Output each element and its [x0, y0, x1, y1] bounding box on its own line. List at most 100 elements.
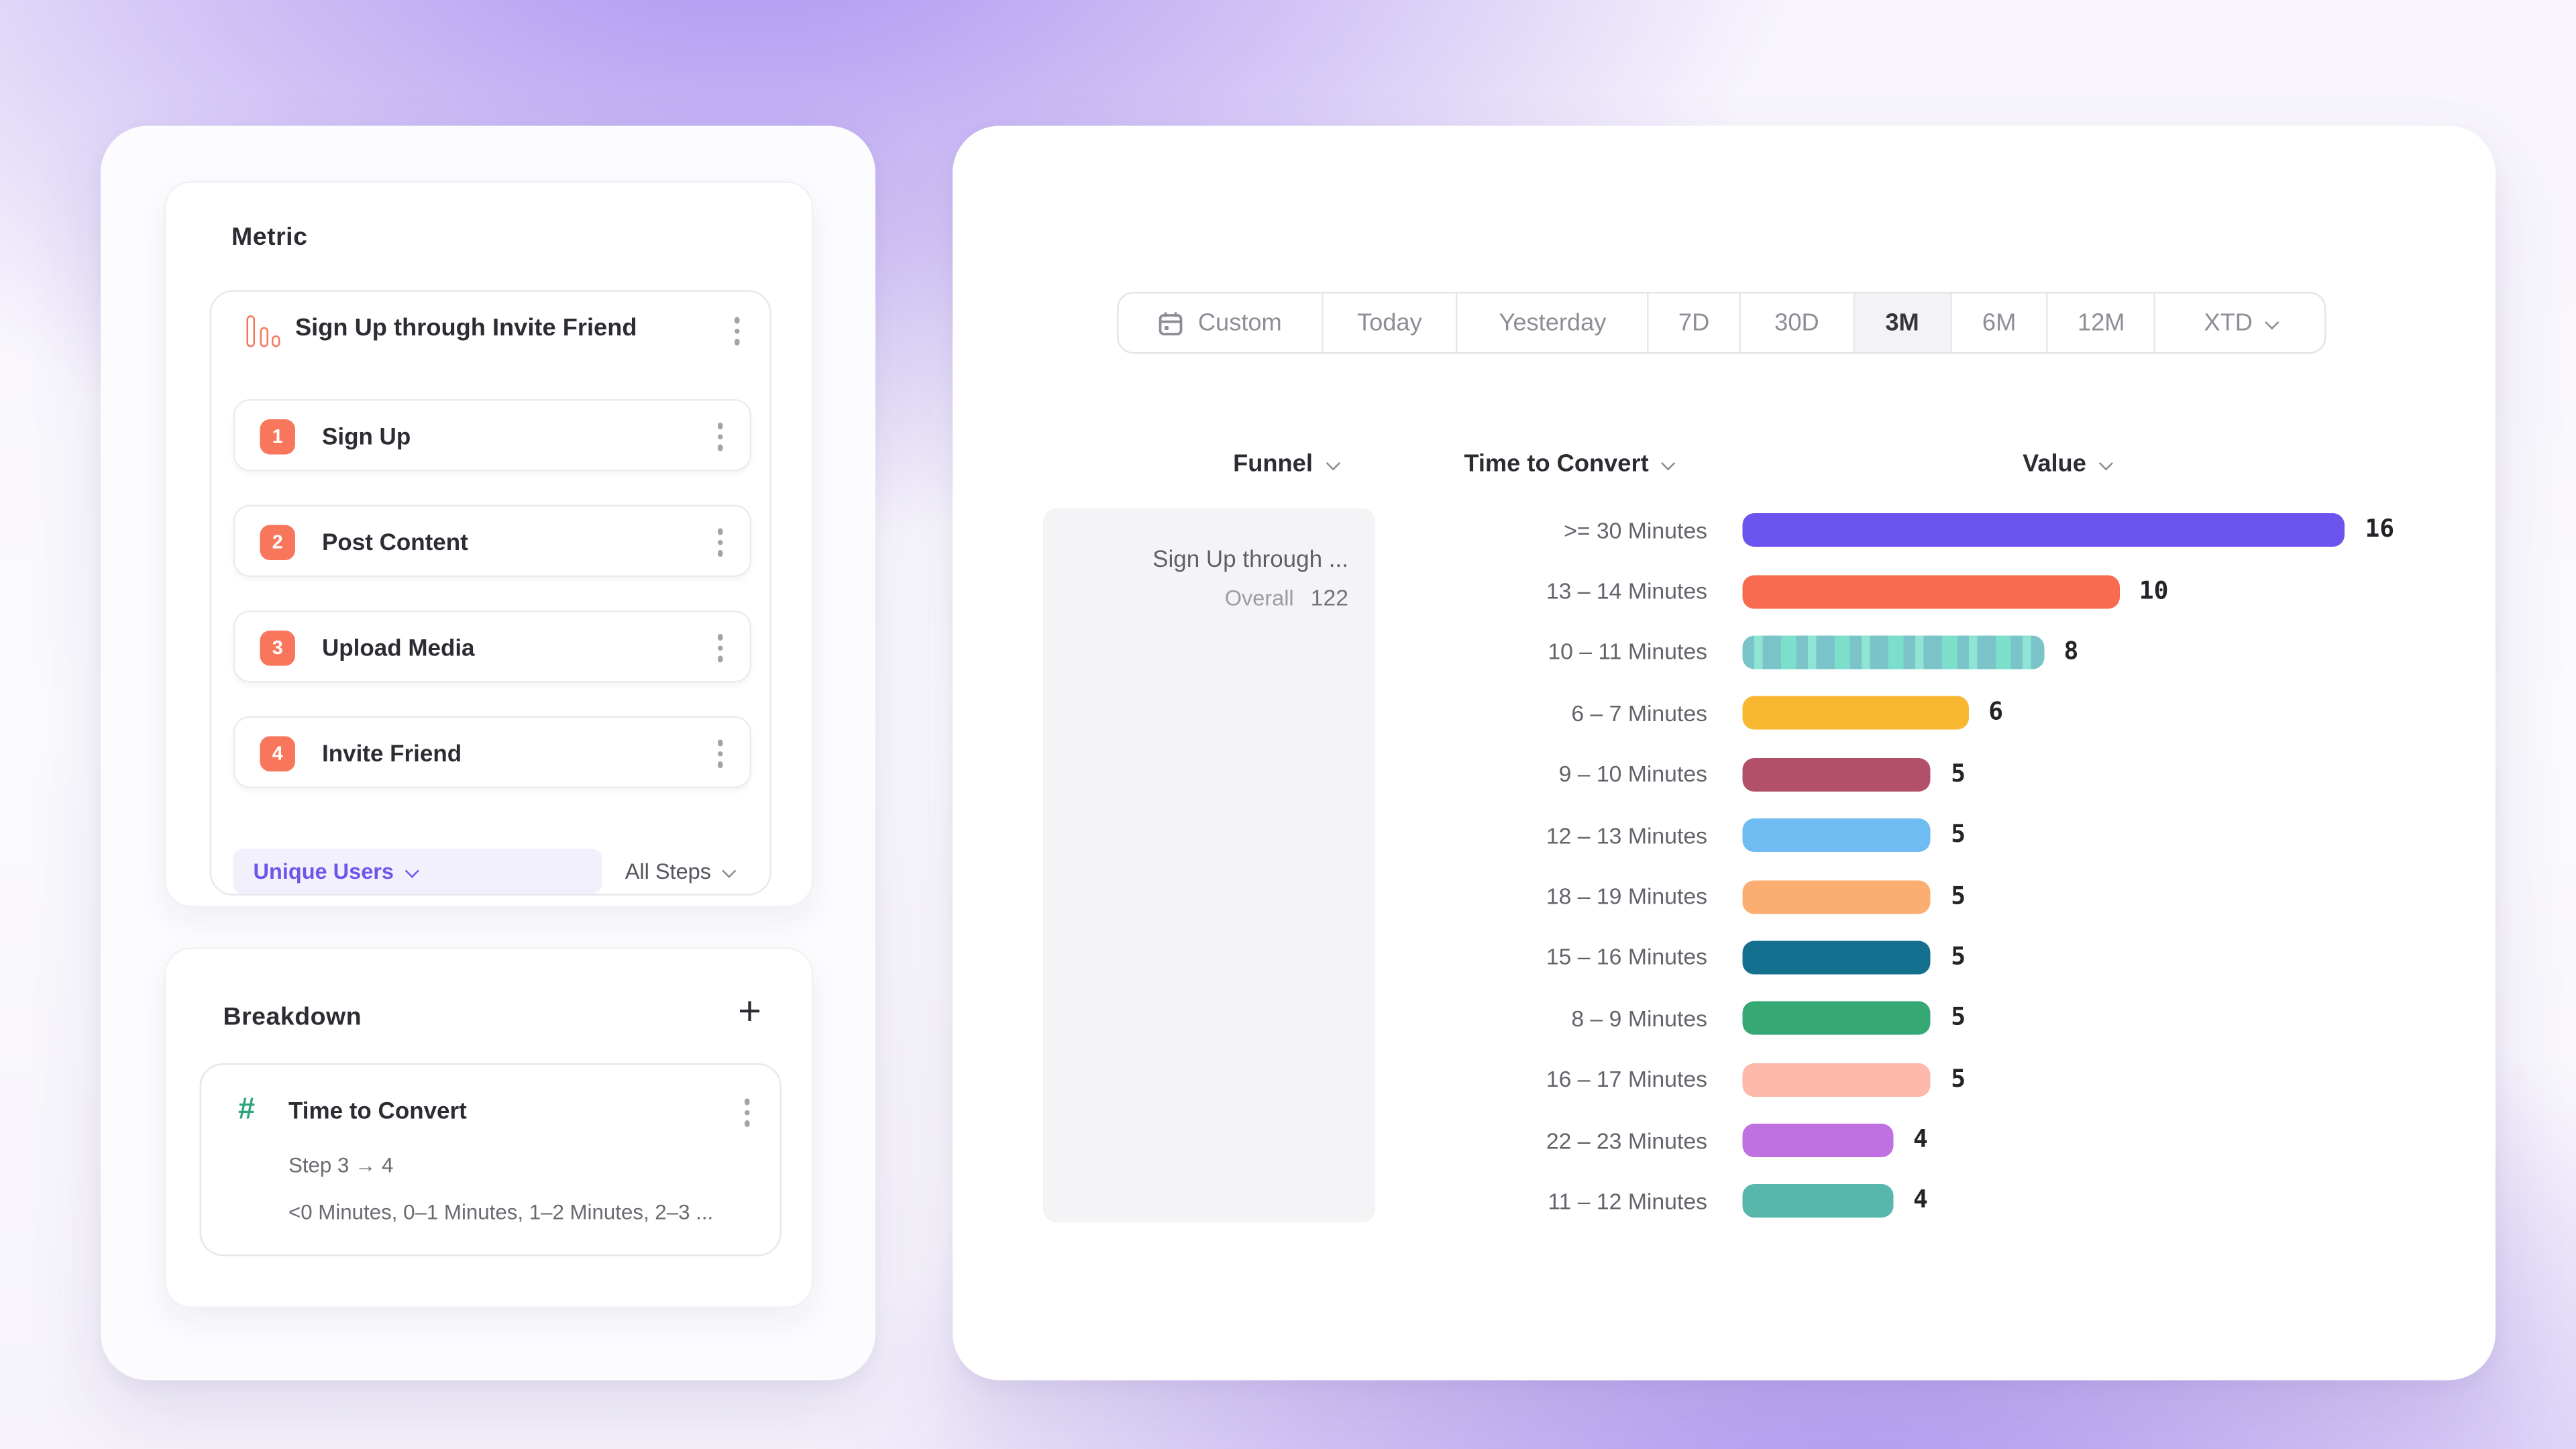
bucket-label: 22 – 23 Minutes [1546, 1128, 1707, 1153]
step-number-badge: 3 [260, 631, 295, 666]
date-range-tab-label: 6M [1982, 309, 2017, 337]
bucket-label: 6 – 7 Minutes [1571, 700, 1707, 727]
value-bar[interactable] [1742, 1063, 1931, 1097]
step-kebab-menu-icon[interactable] [716, 528, 723, 556]
overall-value: 122 [1310, 585, 1348, 611]
report-panel: Custom Today Yesterday 7D 30D 3M 6M 12M XTD Funn… [953, 125, 2496, 1381]
value-bar[interactable] [1742, 574, 2119, 608]
bucket-label: 8 – 9 Minutes [1571, 1006, 1707, 1032]
date-range-tab-label: 7D [1678, 309, 1710, 337]
date-range-tab-3m[interactable]: 3M [1854, 293, 1952, 352]
value-bar[interactable] [1742, 696, 1969, 731]
funnel-step-card[interactable]: 2 Post Content [233, 504, 751, 577]
date-range-picker: Custom Today Yesterday 7D 30D 3M 6M 12M XTD [1117, 292, 2326, 354]
value-bar[interactable] [1742, 1002, 1931, 1036]
date-range-tab-label: 12M [2077, 309, 2125, 337]
value-bar[interactable] [1742, 879, 1931, 914]
bar-value-label: 5 [1951, 822, 1966, 849]
chart-row: 9 – 10 Minutes 5 [953, 744, 2496, 805]
funnel-bars-icon [246, 314, 284, 347]
bucket-label: 11 – 12 Minutes [1548, 1189, 1707, 1214]
bucket-label: 15 – 16 Minutes [1546, 945, 1707, 971]
chevron-down-icon [2265, 314, 2279, 329]
step-kebab-menu-icon[interactable] [716, 634, 723, 662]
chevron-down-icon [405, 863, 419, 877]
bar-chart: >= 30 Minutes 16 13 – 14 Minutes 10 10 – 11 … [953, 500, 2496, 1232]
value-bar[interactable] [1742, 941, 1931, 975]
chart-row: >= 30 Minutes 16 [953, 500, 2496, 561]
step-kebab-menu-icon[interactable] [716, 739, 723, 767]
breakdown-section-title: Breakdown [223, 1003, 362, 1032]
value-bar[interactable] [1742, 635, 2044, 669]
column-header-value[interactable]: Value [2023, 451, 2113, 478]
value-bar[interactable] [1742, 513, 2345, 547]
date-range-tab-custom[interactable]: Custom [1119, 293, 1323, 352]
step-number-badge: 2 [260, 525, 295, 560]
funnel-metric-card[interactable]: Sign Up through Invite Friend 1 Sign Up 2 P… [209, 290, 771, 896]
column-header-value-label: Value [2023, 451, 2086, 478]
step-number-badge: 1 [260, 419, 295, 455]
column-header-funnel-label: Funnel [1233, 451, 1313, 478]
chart-row: 12 – 13 Minutes 5 [953, 805, 2496, 866]
chart-row: 6 – 7 Minutes 6 [953, 683, 2496, 744]
date-range-tab-30d[interactable]: 30D [1741, 293, 1855, 352]
breakdown-buckets: <0 Minutes, 0–1 Minutes, 1–2 Minutes, 2–… [288, 1201, 714, 1224]
chevron-down-icon [1325, 456, 1340, 471]
bar-value-label: 8 [2063, 639, 2079, 666]
bar-value-label: 4 [1913, 1188, 1928, 1216]
funnel-step-card[interactable]: 3 Upload Media [233, 610, 751, 683]
bucket-label: 13 – 14 Minutes [1546, 578, 1707, 604]
column-header-funnel[interactable]: Funnel [1233, 451, 1340, 478]
date-range-tab-label: 3M [1885, 309, 1919, 337]
metric-section-title: Metric [231, 223, 308, 252]
overall-label: Overall [1224, 585, 1294, 611]
step-number-badge: 4 [260, 736, 295, 771]
steps-filter-label: All Steps [625, 859, 711, 884]
breakdown-property-card[interactable]: # Time to Convert Step 3 → 4 <0 Minutes,… [199, 1063, 782, 1256]
bar-value-label: 5 [1951, 1066, 1966, 1093]
date-range-tab-7d[interactable]: 7D [1649, 293, 1741, 352]
step-kebab-menu-icon[interactable] [716, 423, 723, 451]
date-range-tab-label: Yesterday [1499, 309, 1607, 337]
date-range-tab-today[interactable]: Today [1323, 293, 1458, 352]
date-range-tab-label: XTD [2204, 309, 2253, 337]
number-hash-icon: # [238, 1091, 256, 1126]
funnel-group-cell[interactable]: Sign Up through ... Overall 122 [1043, 508, 1375, 1223]
calendar-icon [1159, 311, 1183, 335]
date-range-tab-label: Today [1356, 309, 1422, 337]
funnel-step-card[interactable]: 1 Sign Up [233, 399, 751, 472]
value-bar[interactable] [1742, 1185, 1893, 1219]
step-label: Upload Media [322, 633, 475, 660]
value-bar[interactable] [1742, 1124, 1893, 1158]
breakdown-section: Breakdown + # Time to Convert Step 3 → 4… [164, 947, 814, 1308]
query-builder-panel: Metric Sign Up through Invite Friend 1 Si… [101, 125, 875, 1381]
bar-value-label: 5 [1951, 883, 1966, 910]
add-breakdown-button[interactable]: + [737, 989, 761, 1035]
chart-row: 15 – 16 Minutes 5 [953, 927, 2496, 988]
column-header-breakdown[interactable]: Time to Convert [1464, 451, 1676, 478]
funnel-step-card[interactable]: 4 Invite Friend [233, 716, 751, 788]
breakdown-kebab-menu-icon[interactable] [743, 1098, 750, 1126]
steps-filter-dropdown[interactable]: All Steps [625, 849, 737, 894]
date-range-tab-6m[interactable]: 6M [1951, 293, 2049, 352]
date-range-tab-xtd[interactable]: XTD [2155, 294, 2324, 353]
chevron-down-icon [722, 863, 737, 877]
step-label: Invite Friend [322, 739, 462, 766]
funnel-metric-name: Sign Up through Invite Friend [295, 315, 637, 342]
step-label: Post Content [322, 527, 468, 555]
date-range-tab-12m[interactable]: 12M [2049, 293, 2156, 352]
breakdown-step-range: Step 3 → 4 [288, 1154, 394, 1177]
bucket-label: >= 30 Minutes [1564, 517, 1707, 543]
bar-value-label: 5 [1951, 761, 1966, 788]
funnel-kebab-menu-icon[interactable] [733, 317, 740, 345]
bucket-label: 16 – 17 Minutes [1546, 1067, 1707, 1093]
chart-row: 10 – 11 Minutes 8 [953, 622, 2496, 683]
bar-value-label: 5 [1951, 944, 1966, 971]
counting-method-dropdown[interactable]: Unique Users [233, 849, 602, 894]
chart-row: 22 – 23 Minutes 4 [953, 1110, 2496, 1171]
date-range-tab-yesterday[interactable]: Yesterday [1458, 293, 1649, 352]
date-range-tab-label: 30D [1774, 309, 1819, 337]
value-bar[interactable] [1742, 818, 1931, 853]
value-bar[interactable] [1742, 757, 1931, 792]
date-range-tab-label: Custom [1197, 309, 1282, 337]
